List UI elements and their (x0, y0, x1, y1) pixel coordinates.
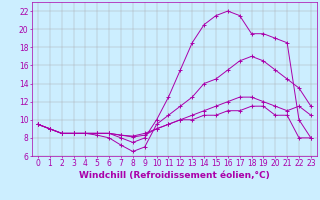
X-axis label: Windchill (Refroidissement éolien,°C): Windchill (Refroidissement éolien,°C) (79, 171, 270, 180)
